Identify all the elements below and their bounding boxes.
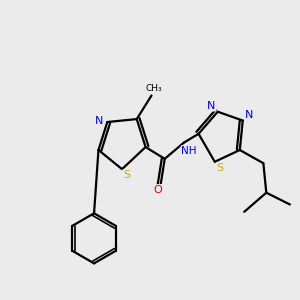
Text: N: N bbox=[95, 116, 103, 126]
Text: N: N bbox=[245, 110, 254, 120]
Text: NH: NH bbox=[182, 146, 197, 156]
Text: S: S bbox=[123, 170, 130, 180]
Text: O: O bbox=[153, 185, 162, 195]
Text: N: N bbox=[207, 101, 215, 111]
Text: CH₃: CH₃ bbox=[145, 84, 162, 93]
Text: S: S bbox=[217, 163, 224, 173]
